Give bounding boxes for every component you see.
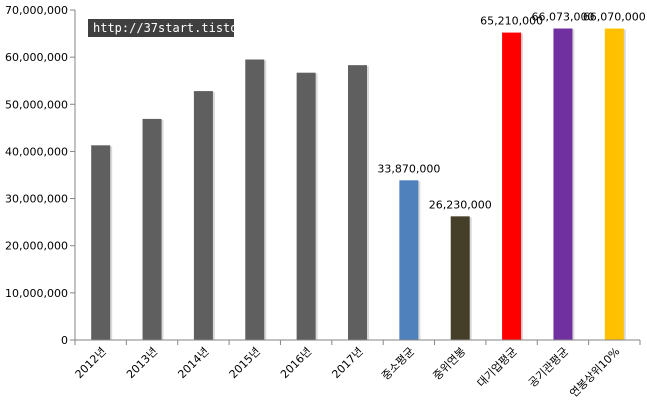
x-tick-label: 중소평균 [379, 345, 417, 383]
x-tick-label: 중위연봉 [431, 345, 469, 383]
x-tick-label: 2016년 [278, 345, 314, 381]
x-tick-label: 2012년 [73, 345, 109, 381]
x-tick-label: 연봉상위10% [567, 345, 622, 400]
x-tick-label: 대기업평균 [475, 345, 520, 390]
x-tick-label: 2014년 [175, 345, 211, 381]
watermark-box: http://37start.tistory.com [88, 19, 281, 37]
bar [142, 118, 162, 341]
bar [348, 65, 367, 341]
y-tick-label: 60,000,000 [5, 51, 68, 64]
x-tick-label: 공기관평균 [526, 345, 571, 390]
data-label: 26,230,000 [429, 198, 492, 211]
bars [91, 28, 626, 341]
bar [450, 216, 470, 340]
bar [296, 72, 316, 340]
bar [604, 28, 624, 341]
bar [193, 91, 213, 340]
y-axis: 0 10,000,000 20,000,000 30,000,000 40,000,00… [5, 4, 76, 347]
y-tick-label: 20,000,000 [5, 240, 68, 253]
y-tick-label: 50,000,000 [5, 98, 68, 111]
y-tick-label: 0 [61, 334, 68, 347]
y-tick-label: 30,000,000 [5, 193, 68, 206]
data-labels: 33,870,000 26,230,000 65,210,00066,073,000… [377, 11, 645, 212]
x-tick-label: 2013년 [124, 345, 160, 381]
x-tick-label: 2015년 [227, 345, 263, 381]
data-label: 33,870,000 [377, 162, 440, 175]
y-tick-label: 40,000,000 [5, 145, 68, 158]
bar [245, 59, 265, 340]
bar [553, 28, 573, 340]
y-tick-label: 10,000,000 [5, 287, 68, 300]
bar [399, 180, 419, 340]
x-axis: 2012년 2013년 2014년 2015년 2016년 2017년 중소평균 중위연봉 대기… [73, 339, 641, 400]
x-tick-label: 2017년 [329, 345, 365, 381]
watermark: http://37start.tistory.com [93, 21, 281, 35]
data-label: 65,210,000 [480, 15, 543, 28]
y-tick-label: 70,000,000 [5, 4, 68, 17]
data-label: 66,073,000 [531, 11, 594, 24]
bar [502, 32, 522, 341]
data-label: 66,070,000 [583, 11, 646, 24]
bar [91, 145, 111, 340]
